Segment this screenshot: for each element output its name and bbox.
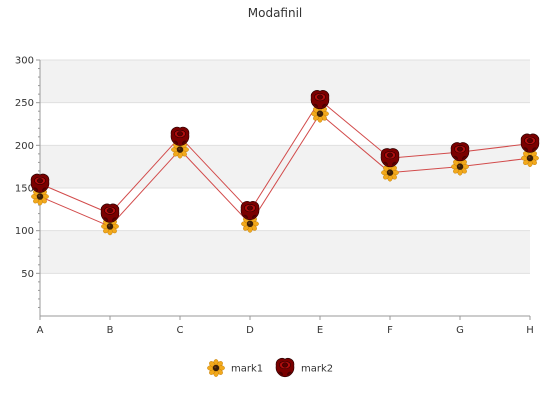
data-point-mark2-rose-icon (240, 200, 260, 221)
x-ticks: A B C D E F G H (37, 316, 534, 336)
gridlines (40, 59, 530, 274)
y-tick-label: 150 (15, 184, 34, 195)
x-tick-label: B (107, 325, 114, 336)
x-tick-label: D (246, 325, 254, 336)
data-point-mark2-rose-icon (520, 133, 540, 153)
data-point-mark2-rose-icon (310, 89, 330, 110)
rose-icon (275, 357, 295, 378)
y-tick-label: 300 (15, 56, 34, 67)
series-line-mark1 (39, 113, 531, 227)
series-lines (39, 99, 531, 227)
y-tick-label: 250 (15, 98, 34, 109)
legend-item-mark1: mark1 (207, 359, 263, 377)
chart-title: Modafinil (248, 6, 303, 20)
grid-band (40, 230, 530, 274)
sunflower-icon (207, 359, 225, 377)
legend-label: mark2 (301, 364, 333, 375)
data-point-mark2-rose-icon (380, 147, 400, 168)
x-tick-label: H (526, 325, 534, 336)
x-tick-label: C (177, 325, 184, 336)
x-tick-label: A (37, 325, 44, 336)
y-tick-label: 200 (15, 141, 34, 152)
data-point-mark2-rose-icon (100, 203, 120, 223)
data-point-mark2-rose-icon (170, 126, 190, 147)
legend-label: mark1 (231, 364, 263, 375)
x-tick-label: G (456, 325, 464, 336)
y-tick-label: 100 (15, 226, 34, 237)
series-line-mark2 (39, 99, 531, 215)
x-tick-label: E (317, 325, 323, 336)
legend-item-mark2: mark2 (275, 357, 333, 378)
grid-bands (40, 60, 530, 274)
legend: mark1 mark2 (207, 357, 333, 378)
data-point-mark2-rose-icon (30, 173, 50, 194)
grid-band (40, 60, 530, 103)
data-point-mark2-rose-icon (450, 141, 470, 162)
grid-band (40, 145, 530, 188)
x-tick-label: F (387, 325, 393, 336)
y-tick-label: 50 (21, 269, 34, 280)
